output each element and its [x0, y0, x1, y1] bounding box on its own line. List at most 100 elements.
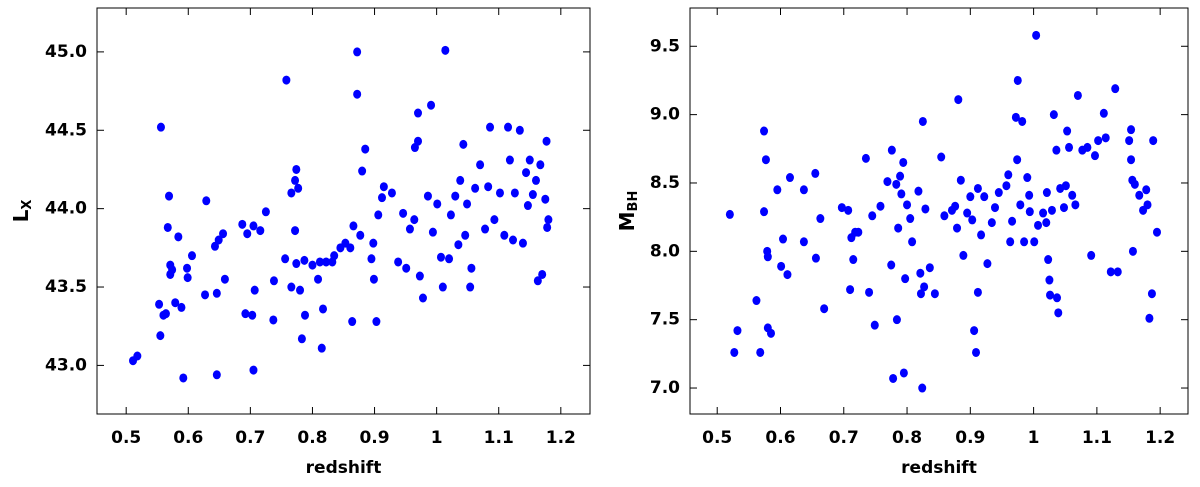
point	[533, 276, 542, 286]
point	[367, 254, 376, 264]
y-tick-label: 9.5	[650, 36, 680, 56]
point	[844, 205, 853, 215]
point	[925, 263, 934, 273]
point	[353, 47, 362, 57]
point	[1054, 308, 1063, 318]
point	[156, 331, 165, 341]
point	[476, 160, 485, 170]
point	[349, 221, 358, 231]
point	[970, 326, 979, 336]
point	[883, 177, 892, 187]
y-axis-label-subscript: BH	[626, 191, 641, 212]
point	[903, 200, 912, 210]
point	[865, 287, 874, 297]
point	[528, 190, 537, 200]
point	[456, 175, 465, 185]
point	[1073, 90, 1082, 100]
point	[317, 343, 326, 353]
y-tick-label: 44.5	[45, 120, 87, 140]
point	[916, 289, 925, 299]
point	[451, 191, 460, 201]
point	[484, 182, 493, 192]
point	[394, 257, 403, 267]
point	[410, 215, 419, 225]
point	[361, 144, 370, 154]
point	[518, 238, 527, 248]
point	[544, 215, 553, 225]
point	[436, 252, 445, 262]
point	[322, 257, 331, 267]
point	[1149, 136, 1158, 146]
point	[894, 223, 903, 233]
point	[1004, 170, 1013, 180]
point	[296, 285, 305, 295]
point	[1128, 246, 1137, 256]
point	[752, 296, 761, 306]
point	[1152, 227, 1161, 237]
point	[1008, 216, 1017, 226]
point	[1061, 181, 1070, 191]
point	[505, 155, 514, 165]
point	[330, 251, 339, 261]
point	[133, 351, 142, 361]
point	[761, 155, 770, 165]
point	[486, 122, 495, 132]
point	[212, 288, 221, 298]
point	[937, 152, 946, 162]
point	[179, 373, 188, 383]
y-tick-label: 43.0	[45, 355, 87, 375]
y-tick-label: 8.5	[650, 173, 680, 193]
point	[959, 250, 968, 260]
point	[212, 370, 221, 380]
point	[308, 260, 317, 270]
point	[980, 192, 989, 202]
x-tick-label: 0.8	[892, 428, 922, 448]
point	[1049, 110, 1058, 120]
point	[953, 223, 962, 233]
x-tick-label: 1.2	[546, 428, 576, 448]
point	[291, 226, 300, 236]
point	[1142, 185, 1151, 195]
point	[846, 285, 855, 295]
y-tick-label: 44.0	[45, 199, 87, 219]
point	[1063, 126, 1072, 136]
point	[1044, 255, 1053, 265]
point	[249, 365, 258, 375]
point	[219, 229, 228, 239]
point	[463, 199, 472, 209]
y-tick-label: 45.0	[45, 42, 87, 62]
x-tick-label: 0.5	[702, 428, 732, 448]
point	[760, 207, 769, 217]
point	[495, 188, 504, 198]
point	[369, 238, 378, 248]
point	[897, 189, 906, 199]
point	[1071, 200, 1080, 210]
y-tick-label: 7.5	[650, 310, 680, 330]
y-tick-label: 9.0	[650, 105, 680, 125]
x-tick-label: 1.1	[484, 428, 514, 448]
point	[461, 230, 470, 240]
point	[968, 215, 977, 225]
point	[1068, 190, 1077, 200]
point	[920, 282, 929, 292]
point	[441, 45, 450, 55]
x-tick-label: 0.7	[235, 428, 265, 448]
point	[1059, 203, 1068, 213]
point	[1016, 200, 1025, 210]
point	[538, 269, 547, 279]
point	[799, 237, 808, 247]
point	[220, 274, 229, 284]
point	[1042, 188, 1051, 198]
point	[1065, 142, 1074, 152]
point	[174, 232, 183, 242]
point	[523, 201, 532, 211]
point	[536, 160, 545, 170]
point	[1111, 84, 1120, 94]
point	[161, 309, 170, 319]
point	[445, 254, 454, 264]
point	[876, 201, 885, 211]
point	[921, 204, 930, 214]
point	[783, 270, 792, 280]
point	[1025, 207, 1034, 217]
point	[1127, 125, 1136, 135]
